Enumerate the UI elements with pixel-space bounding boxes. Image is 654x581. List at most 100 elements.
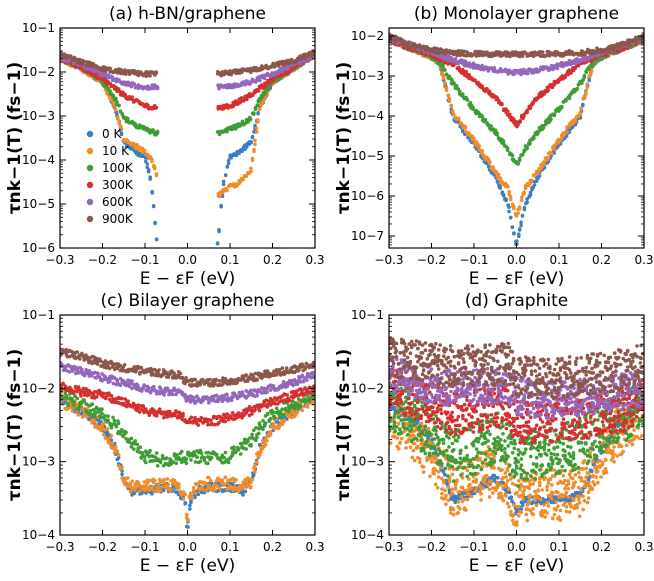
plot-area <box>389 32 644 246</box>
data-point <box>66 402 70 406</box>
data-point <box>124 430 128 435</box>
data-point <box>615 49 620 53</box>
data-point <box>138 445 142 450</box>
data-point <box>154 71 158 75</box>
data-point <box>144 483 148 488</box>
data-point <box>239 96 244 100</box>
data-point <box>618 45 623 50</box>
data-point <box>225 188 229 193</box>
data-point <box>87 412 91 417</box>
data-point <box>271 422 276 427</box>
x-axis-label: E − εF (eV) <box>140 269 236 289</box>
data-point <box>69 54 73 58</box>
data-point <box>532 134 536 139</box>
series-100k <box>60 52 315 137</box>
data-point <box>257 421 262 425</box>
data-point <box>100 407 104 411</box>
data-point <box>454 84 459 88</box>
data-point <box>152 166 157 171</box>
data-point <box>465 50 469 54</box>
data-point <box>276 64 281 68</box>
data-point <box>82 393 87 397</box>
data-point <box>462 49 467 54</box>
data-point <box>468 100 473 105</box>
data-point <box>189 500 193 505</box>
x-tick-label: −0.1 <box>459 253 488 267</box>
data-point <box>393 39 398 43</box>
data-point <box>268 430 273 434</box>
data-point <box>114 445 118 449</box>
data-point <box>132 447 136 451</box>
data-point <box>546 88 551 93</box>
data-point <box>504 197 509 202</box>
data-point <box>303 397 307 402</box>
data-point <box>488 160 492 165</box>
data-point <box>186 525 190 529</box>
data-point <box>634 39 639 43</box>
data-point <box>150 190 154 194</box>
data-point <box>63 400 67 405</box>
data-point <box>483 118 488 122</box>
data-point <box>221 483 226 488</box>
data-point <box>526 71 530 76</box>
data-point <box>150 492 154 496</box>
data-point <box>441 73 446 78</box>
data-point <box>473 78 477 82</box>
data-point <box>136 150 141 155</box>
data-point <box>296 397 301 402</box>
data-point <box>144 486 148 491</box>
data-point <box>116 421 121 426</box>
y-tick-label: 10−4 <box>22 153 55 167</box>
data-point <box>253 123 257 128</box>
data-point <box>450 78 454 83</box>
data-point <box>63 391 68 396</box>
data-point <box>498 186 502 190</box>
data-point <box>112 418 117 423</box>
data-point <box>146 153 150 157</box>
data-point <box>145 103 150 108</box>
data-point <box>71 389 76 394</box>
data-point <box>120 472 124 477</box>
data-point <box>465 98 470 102</box>
data-point <box>120 465 124 470</box>
data-point <box>289 68 294 72</box>
data-point <box>174 461 178 466</box>
y-tick-label: 10−6 <box>351 189 384 203</box>
y-axis-label: τnk−1(T) (fs−1) <box>334 62 354 215</box>
data-point <box>449 103 454 108</box>
data-point <box>277 425 282 429</box>
data-point <box>249 480 253 485</box>
data-point <box>272 76 277 81</box>
data-point <box>128 482 133 487</box>
data-point <box>519 223 523 228</box>
data-point <box>150 485 155 489</box>
y-tick-label: 10−2 <box>22 65 55 79</box>
data-point <box>223 475 228 480</box>
data-point <box>498 176 503 180</box>
data-point <box>120 396 124 401</box>
data-point <box>286 66 291 70</box>
data-point <box>491 165 495 169</box>
y-tick-label: 10−5 <box>22 197 55 211</box>
data-point <box>70 409 75 413</box>
data-point <box>456 116 461 121</box>
data-point <box>253 142 257 147</box>
data-point <box>81 386 86 391</box>
data-point <box>579 107 584 111</box>
data-point <box>508 112 512 117</box>
data-point <box>512 206 516 211</box>
series-900k <box>60 49 315 78</box>
data-point <box>257 427 261 431</box>
data-point <box>282 418 286 422</box>
data-point <box>207 475 211 480</box>
data-point <box>442 80 447 85</box>
data-point <box>238 441 243 446</box>
data-point <box>230 452 235 457</box>
data-point <box>570 122 575 126</box>
data-point <box>144 460 148 465</box>
data-point <box>109 433 114 438</box>
data-point <box>250 477 255 482</box>
data-point <box>520 213 525 218</box>
data-point <box>508 197 513 202</box>
